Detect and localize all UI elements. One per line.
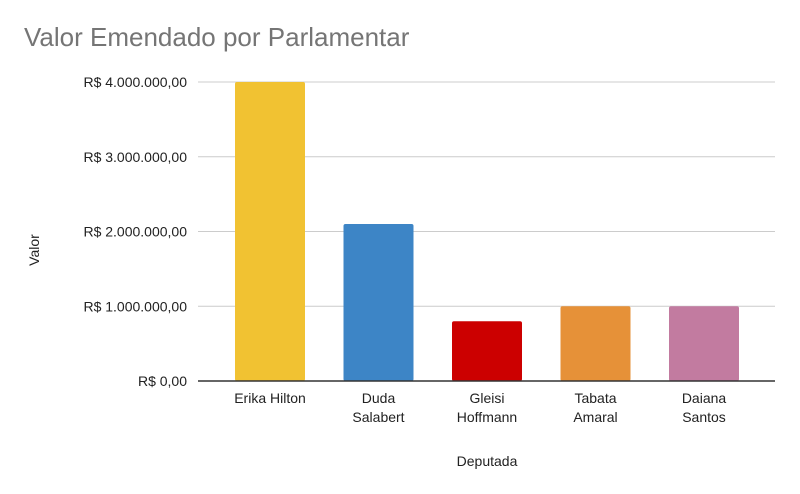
y-tick-label: R$ 0,00 bbox=[138, 373, 187, 389]
bar bbox=[452, 321, 522, 381]
y-tick-label: R$ 2.000.000,00 bbox=[83, 224, 187, 240]
x-axis-title: Deputada bbox=[457, 453, 518, 469]
bar bbox=[235, 82, 305, 381]
y-tick-label: R$ 3.000.000,00 bbox=[83, 149, 187, 165]
bars bbox=[235, 82, 739, 381]
bar bbox=[343, 224, 414, 381]
y-tick-label: R$ 1.000.000,00 bbox=[83, 298, 187, 314]
bar bbox=[560, 306, 631, 381]
x-axis-categories: Erika Hilton Duda Salabert Gleisi Hoffmann Ta… bbox=[234, 390, 726, 425]
chart-title: Valor Emendado por Parlamentar bbox=[24, 22, 410, 52]
x-category-label: Daiana Santos bbox=[682, 390, 727, 425]
x-category-label: Gleisi Hoffmann bbox=[457, 390, 517, 425]
x-category-label: Duda Salabert bbox=[352, 390, 404, 425]
bar bbox=[669, 306, 739, 381]
y-axis-title: Valor bbox=[26, 234, 42, 266]
x-category-label: Tabata Amaral bbox=[573, 390, 617, 425]
x-category-label: Erika Hilton bbox=[234, 390, 306, 406]
y-axis-ticks: R$ 0,00 R$ 1.000.000,00 R$ 2.000.000,00 R$ … bbox=[83, 74, 187, 389]
y-tick-label: R$ 4.000.000,00 bbox=[83, 74, 187, 90]
